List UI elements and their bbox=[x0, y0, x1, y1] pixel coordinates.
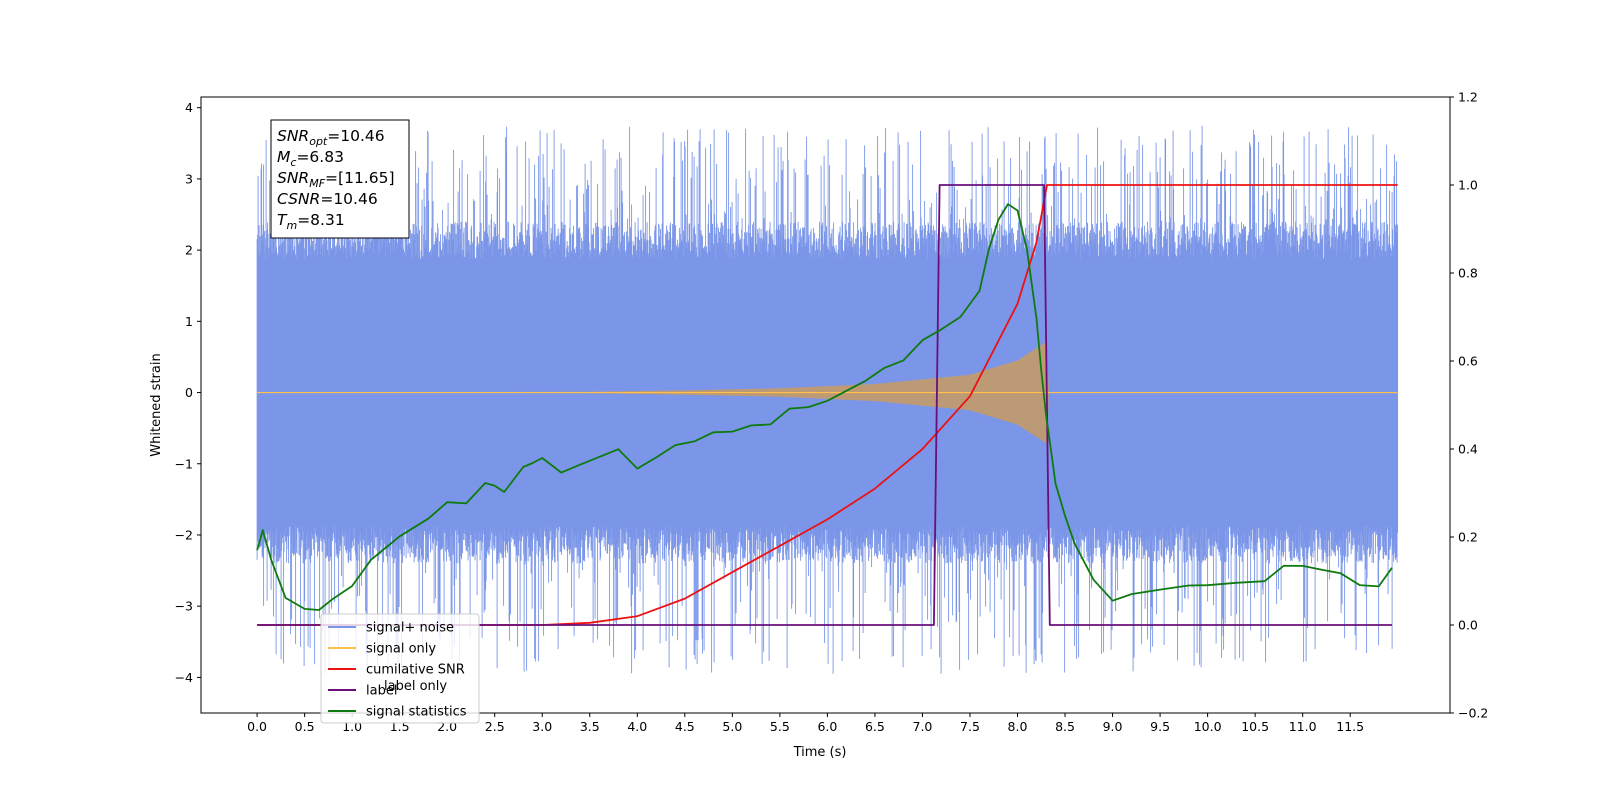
legend-label: signal only bbox=[366, 642, 436, 657]
legend: label only signal+ noise signal only cumila… bbox=[320, 613, 480, 724]
x-tick-label: 0.5 bbox=[295, 719, 315, 734]
annotation-value: =6.83 bbox=[296, 148, 344, 166]
x-tick-label: 6.0 bbox=[817, 719, 837, 734]
y-right-tick-label: 1.0 bbox=[1458, 178, 1478, 193]
x-tick-label: 11.5 bbox=[1336, 719, 1364, 734]
stats-annotation-box: SNRopt=10.46Mc=6.83SNRMF=[11.65]CSNR=10.… bbox=[270, 119, 410, 239]
annotation-subscript: c bbox=[290, 156, 296, 169]
x-tick-label: 3.5 bbox=[580, 719, 600, 734]
y-axis-left: −4 −3 −2 −1 0 1 2 3 4 bbox=[175, 100, 201, 685]
annotation-frame bbox=[270, 119, 410, 239]
plot-area bbox=[256, 125, 1399, 674]
annotation-symbol: M bbox=[277, 148, 290, 166]
x-tick-label: 0.0 bbox=[247, 719, 267, 734]
y-left-tick-label: 1 bbox=[185, 314, 193, 329]
x-tick-label: 2.5 bbox=[485, 719, 505, 734]
x-axis-label: Time (s) bbox=[793, 745, 847, 760]
x-tick-label: 5.5 bbox=[770, 719, 790, 734]
annotation-line: SNRMF=[11.65] bbox=[277, 169, 395, 190]
annotation-subscript: m bbox=[286, 219, 297, 232]
x-tick-label: 4.5 bbox=[675, 719, 695, 734]
y-axis-right: −0.2 0.0 0.2 0.4 0.6 0.8 1.0 1.2 bbox=[1450, 90, 1488, 721]
x-tick-label: 8.5 bbox=[1055, 719, 1075, 734]
annotation-line: Tm=8.31 bbox=[277, 211, 345, 232]
x-tick-label: 8.0 bbox=[1008, 719, 1028, 734]
x-tick-label: 7.5 bbox=[960, 719, 980, 734]
annotation-symbol: CSNR bbox=[277, 190, 320, 208]
y-left-tick-label: 0 bbox=[185, 385, 193, 400]
y-left-tick-label: −3 bbox=[175, 599, 193, 614]
annotation-value: =[11.65] bbox=[325, 169, 394, 187]
y-left-tick-label: 2 bbox=[185, 243, 193, 258]
y-left-tick-label: −4 bbox=[175, 670, 193, 685]
annotation-symbol: SNR bbox=[277, 127, 309, 145]
annotation-value: =10.46 bbox=[320, 190, 377, 208]
annotation-line: CSNR=10.46 bbox=[277, 190, 378, 208]
series-label bbox=[257, 184, 1392, 626]
x-tick-label: 9.0 bbox=[1103, 719, 1123, 734]
x-tick-label: 7.0 bbox=[913, 719, 933, 734]
legend-hidden-label: label only bbox=[384, 679, 447, 694]
series-signal-statistics bbox=[256, 203, 1393, 611]
y-right-tick-label: 0.8 bbox=[1458, 266, 1478, 281]
annotation-symbol: T bbox=[277, 211, 288, 229]
y-right-tick-label: 0.4 bbox=[1458, 442, 1478, 457]
y-axis-label: Whitened strain bbox=[149, 353, 164, 456]
annotation-value: =8.31 bbox=[297, 211, 345, 229]
annotation-symbol: SNR bbox=[277, 169, 309, 187]
series-cumilative-snr bbox=[257, 184, 1398, 626]
legend-label: signal+ noise bbox=[366, 621, 454, 636]
x-tick-label: 11.0 bbox=[1289, 719, 1317, 734]
annotation-subscript: opt bbox=[309, 135, 328, 148]
x-tick-label: 10.5 bbox=[1241, 719, 1269, 734]
x-tick-label: 9.5 bbox=[1150, 719, 1170, 734]
x-tick-label: 10.0 bbox=[1194, 719, 1222, 734]
x-tick-label: 4.0 bbox=[627, 719, 647, 734]
annotation-value: =10.46 bbox=[327, 127, 384, 145]
y-left-tick-label: −2 bbox=[175, 527, 193, 542]
y-left-tick-label: −1 bbox=[175, 456, 193, 471]
x-tick-label: 6.5 bbox=[865, 719, 885, 734]
annotation-line: Mc=6.83 bbox=[277, 148, 344, 169]
y-left-tick-label: 4 bbox=[185, 100, 193, 115]
y-right-tick-label: 0.0 bbox=[1458, 618, 1478, 633]
x-tick-label: 3.0 bbox=[532, 719, 552, 734]
legend-label: signal statistics bbox=[366, 705, 467, 720]
legend-frame bbox=[320, 613, 480, 724]
legend-label: label bbox=[366, 684, 397, 699]
y-right-tick-label: 0.2 bbox=[1458, 530, 1478, 545]
annotation-line: SNRopt=10.46 bbox=[277, 127, 385, 148]
x-tick-label: 5.0 bbox=[722, 719, 742, 734]
legend-label: cumilative SNR bbox=[366, 663, 465, 678]
y-right-tick-label: 0.6 bbox=[1458, 354, 1478, 369]
y-left-tick-label: 3 bbox=[185, 171, 193, 186]
y-right-tick-label: 1.2 bbox=[1458, 90, 1478, 105]
y-right-tick-label: −0.2 bbox=[1458, 706, 1488, 721]
axes-frame bbox=[200, 96, 1451, 714]
annotation-subscript: MF bbox=[309, 177, 325, 190]
